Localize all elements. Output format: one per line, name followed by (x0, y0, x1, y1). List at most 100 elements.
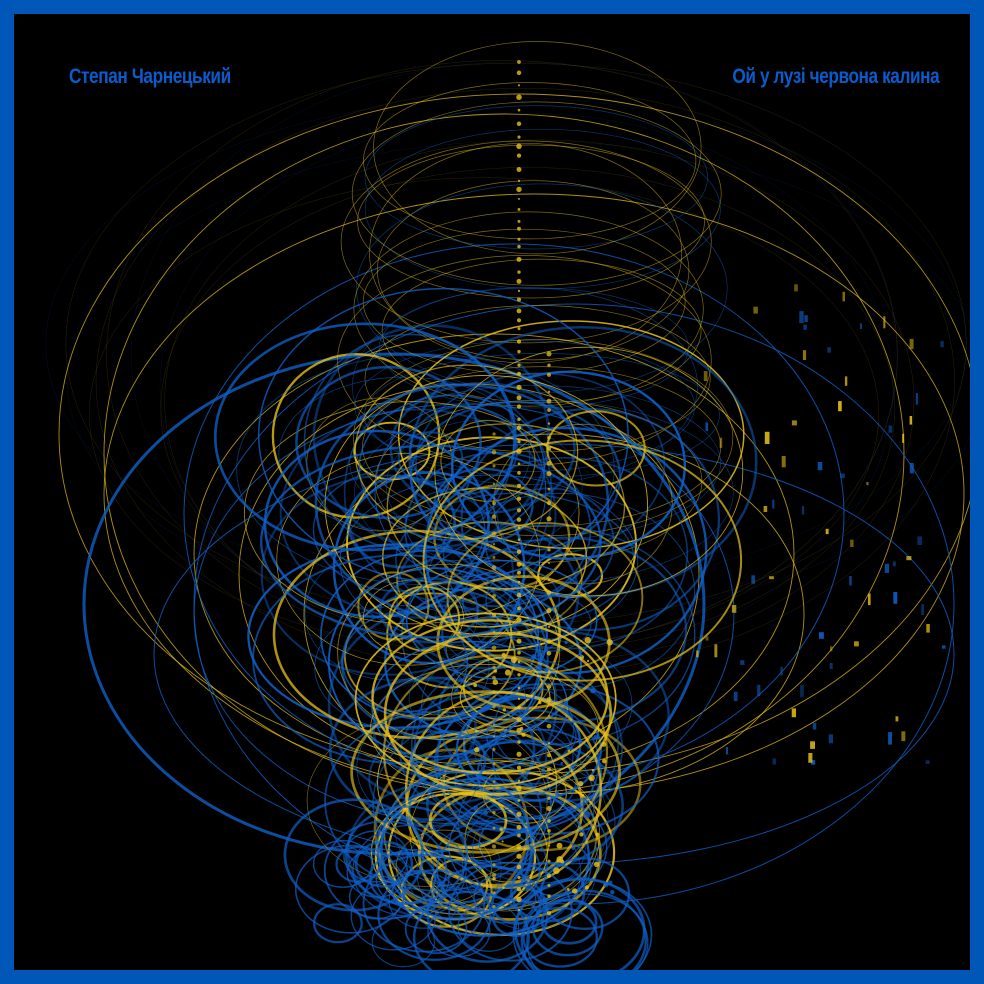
spectral-tick (819, 632, 824, 639)
spectral-tick (714, 644, 718, 658)
spectral-tick (941, 645, 946, 649)
upper-orbit (353, 211, 704, 407)
dot (517, 219, 521, 223)
yellow-ring (383, 631, 612, 796)
dot (474, 729, 478, 733)
orbital-circles-artwork (45, 41, 970, 970)
dot (516, 308, 522, 314)
dot (531, 654, 537, 660)
blue-ring (378, 576, 480, 644)
spectral-tick (781, 456, 786, 468)
dot (516, 153, 522, 158)
spectral-tick (772, 499, 775, 509)
blue-ring (320, 549, 540, 721)
dot (518, 197, 520, 200)
dot (492, 675, 496, 680)
dot (517, 876, 521, 880)
dot (517, 697, 521, 701)
dot (547, 548, 551, 552)
dot (492, 826, 496, 830)
dot (516, 785, 522, 792)
blue-ring (473, 872, 537, 924)
yellow-ring (388, 585, 461, 652)
dot (492, 432, 496, 436)
dot (566, 887, 570, 891)
spectral-tick (827, 347, 831, 353)
dot (516, 256, 522, 262)
dot (547, 844, 551, 847)
dot (492, 863, 496, 867)
dot (593, 735, 599, 740)
blue-ring (492, 898, 540, 938)
dot (593, 861, 600, 867)
dot (492, 891, 496, 895)
blue-ring (344, 805, 469, 905)
spectral-tick (917, 536, 922, 545)
blue-ring (451, 370, 686, 560)
spectral-tick (892, 561, 896, 567)
dot (491, 449, 497, 455)
dot (546, 590, 552, 595)
dot (547, 883, 551, 888)
spectral-tick (705, 636, 709, 641)
dot (492, 798, 496, 801)
dot (492, 555, 496, 559)
dot (516, 592, 522, 598)
dot (516, 896, 522, 902)
blue-ring (341, 610, 469, 713)
dot (546, 767, 552, 772)
dot (587, 659, 590, 663)
dot (517, 740, 521, 744)
dot (516, 297, 522, 302)
spectral-tick (802, 505, 805, 515)
upper-orbit (369, 142, 683, 364)
spectral-tick (719, 437, 723, 448)
dot (571, 888, 578, 894)
dot (516, 824, 522, 830)
dot (516, 483, 522, 488)
spectral-tick (909, 463, 914, 474)
blue-ring (522, 906, 598, 968)
dot (606, 639, 613, 646)
dot (517, 327, 521, 331)
dot (603, 881, 609, 888)
spectral-tick (751, 575, 756, 584)
dot (492, 723, 496, 726)
spectral-tick (769, 576, 774, 580)
dot (492, 665, 496, 670)
dot (516, 448, 522, 454)
blue-ring (409, 730, 487, 789)
upper-orbit (364, 105, 708, 250)
spectral-tick (925, 760, 930, 764)
spectral-tick (802, 350, 807, 360)
dot (517, 631, 521, 636)
dot (546, 471, 552, 477)
song-title: Ой у лузі червона калина (732, 65, 939, 88)
dot (610, 890, 615, 895)
dot (516, 751, 522, 757)
dot (553, 867, 560, 875)
spectral-tick (825, 528, 829, 535)
dot (517, 84, 521, 87)
dot (516, 278, 522, 284)
dot (583, 811, 590, 819)
blue-ring (436, 682, 660, 835)
dot (574, 856, 578, 860)
blue-ring (404, 903, 468, 955)
dot (560, 762, 564, 765)
upper-orbit (357, 144, 705, 299)
dot (517, 779, 521, 783)
spectral-tick (921, 604, 924, 615)
spectral-tick (901, 731, 906, 742)
dot (517, 135, 521, 139)
dot (547, 784, 551, 787)
dot (492, 735, 496, 738)
dot (493, 578, 495, 581)
blue-ring (436, 827, 541, 912)
blue-ring (520, 889, 648, 970)
spectral-tick (840, 473, 845, 478)
dot (546, 911, 552, 916)
dot (516, 811, 522, 817)
dot (516, 425, 522, 430)
blue-ring (491, 718, 574, 795)
